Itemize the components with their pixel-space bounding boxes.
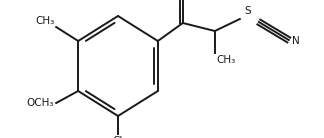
Text: CH₃: CH₃: [35, 16, 54, 26]
Text: Cl: Cl: [113, 136, 123, 138]
Text: S: S: [245, 6, 251, 16]
Text: N: N: [292, 36, 300, 46]
Text: OCH₃: OCH₃: [27, 98, 54, 108]
Text: CH₃: CH₃: [217, 55, 236, 65]
